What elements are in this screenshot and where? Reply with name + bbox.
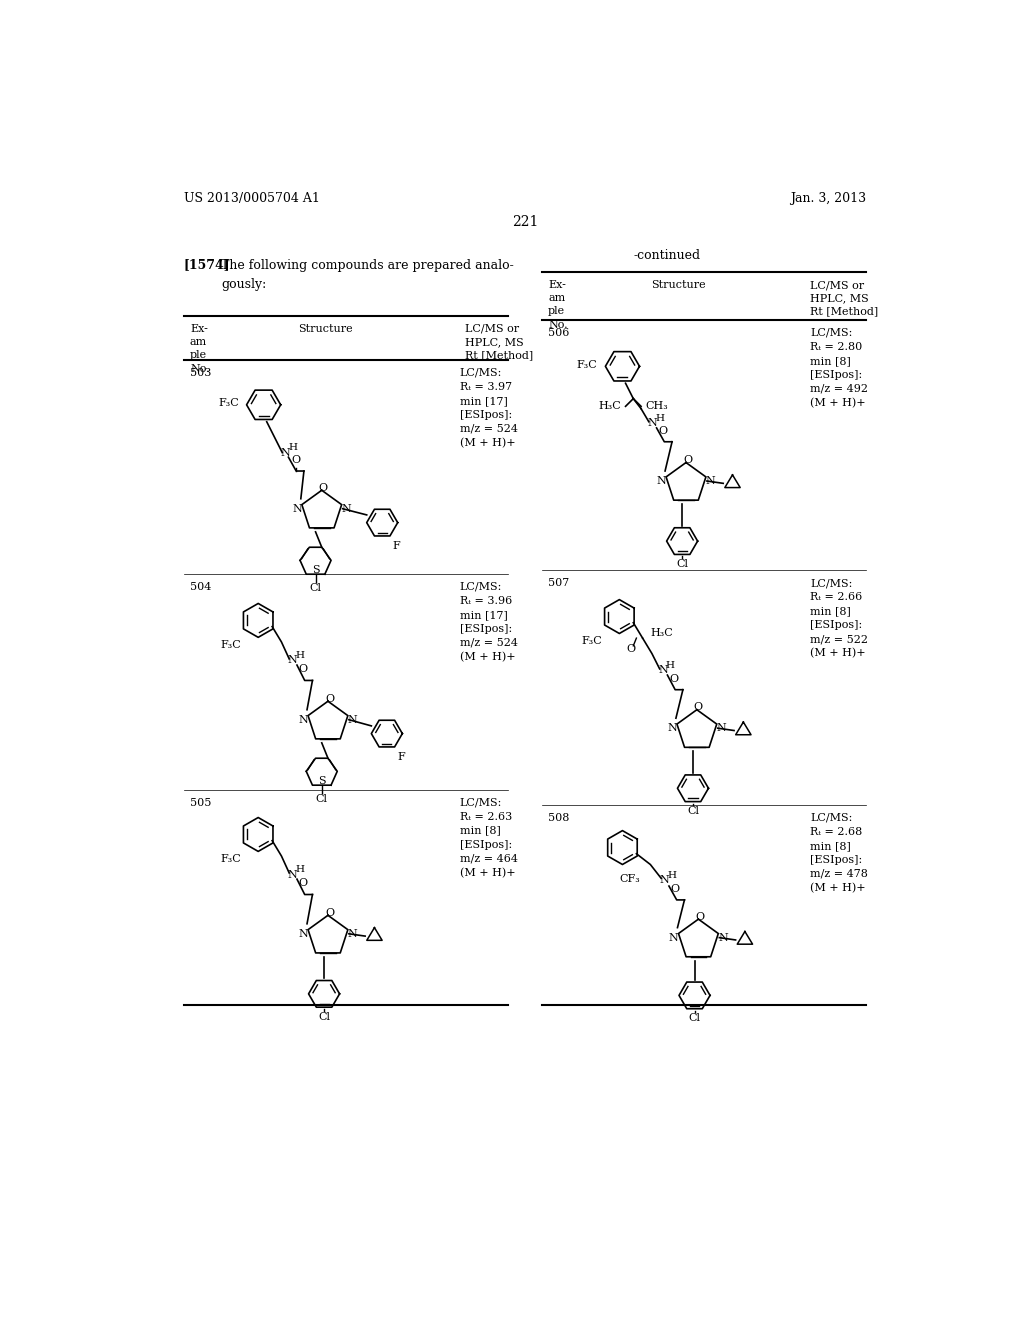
Text: Cl: Cl <box>309 583 322 593</box>
Text: O: O <box>669 673 678 684</box>
Text: LC/MS:
Rₜ = 2.63
min [8]
[ESIpos]:
m/z = 464
(M + H)+: LC/MS: Rₜ = 2.63 min [8] [ESIpos]: m/z =… <box>460 797 518 878</box>
Text: US 2013/0005704 A1: US 2013/0005704 A1 <box>183 191 319 205</box>
Text: -continued: -continued <box>633 249 700 263</box>
Text: F₃C: F₃C <box>220 640 241 649</box>
Text: S: S <box>317 776 326 785</box>
Text: 503: 503 <box>190 368 211 378</box>
Text: F: F <box>392 541 400 550</box>
Text: N: N <box>706 477 716 486</box>
Text: N: N <box>288 656 297 665</box>
Text: S: S <box>311 565 319 574</box>
Text: CF₃: CF₃ <box>620 875 641 884</box>
Text: Structure: Structure <box>651 280 706 290</box>
Text: N: N <box>292 504 302 513</box>
Text: N: N <box>718 933 728 942</box>
Text: H: H <box>289 444 297 453</box>
Text: H₃C: H₃C <box>598 401 621 412</box>
Text: LC/MS:
Rₜ = 2.68
min [8]
[ESIpos]:
m/z = 478
(M + H)+: LC/MS: Rₜ = 2.68 min [8] [ESIpos]: m/z =… <box>810 813 868 894</box>
Text: O: O <box>694 702 702 713</box>
Text: Cl: Cl <box>318 1012 330 1022</box>
Text: O: O <box>683 455 692 465</box>
Text: N: N <box>281 447 291 458</box>
Text: Cl: Cl <box>687 807 699 816</box>
Text: O: O <box>627 644 636 653</box>
Text: Cl: Cl <box>688 1014 700 1023</box>
Text: [1574]: [1574] <box>183 259 230 272</box>
Text: 506: 506 <box>548 327 569 338</box>
Text: LC/MS or
HPLC, MS
Rt [Method]: LC/MS or HPLC, MS Rt [Method] <box>465 323 534 360</box>
Text: N: N <box>647 418 657 428</box>
Text: O: O <box>695 912 705 921</box>
Text: 221: 221 <box>512 215 538 228</box>
Text: O: O <box>299 664 308 675</box>
Text: N: N <box>298 714 308 725</box>
Text: 507: 507 <box>548 578 569 587</box>
Text: LC/MS or
HPLC, MS
Rt [Method]: LC/MS or HPLC, MS Rt [Method] <box>810 280 879 317</box>
Text: N: N <box>348 714 357 725</box>
Text: H₃C: H₃C <box>650 628 673 639</box>
Text: H: H <box>655 414 664 424</box>
Text: LC/MS:
Rₜ = 3.96
min [17]
[ESIpos]:
m/z = 524
(M + H)+: LC/MS: Rₜ = 3.96 min [17] [ESIpos]: m/z … <box>460 582 518 663</box>
Text: O: O <box>299 878 308 888</box>
Text: N: N <box>659 875 670 884</box>
Text: H: H <box>668 871 677 879</box>
Text: F₃C: F₃C <box>582 636 602 647</box>
Text: N: N <box>288 870 297 879</box>
Text: N: N <box>656 477 666 486</box>
Text: LC/MS:
Rₜ = 2.66
min [8]
[ESIpos]:
m/z = 522
(M + H)+: LC/MS: Rₜ = 2.66 min [8] [ESIpos]: m/z =… <box>810 578 868 659</box>
Text: CH₃: CH₃ <box>646 401 669 412</box>
Text: F₃C: F₃C <box>577 360 598 370</box>
Text: N: N <box>669 933 679 942</box>
Text: Ex-
am
ple
No.: Ex- am ple No. <box>190 323 210 374</box>
Text: LC/MS:
Rₜ = 2.80
min [8]
[ESIpos]:
m/z = 492
(M + H)+: LC/MS: Rₜ = 2.80 min [8] [ESIpos]: m/z =… <box>810 327 868 408</box>
Text: Ex-
am
ple
No.: Ex- am ple No. <box>548 280 567 330</box>
Text: H: H <box>666 661 675 671</box>
Text: The following compounds are prepared analo-
gously:: The following compounds are prepared ana… <box>221 259 514 290</box>
Text: F₃C: F₃C <box>218 399 239 408</box>
Text: N: N <box>717 723 726 733</box>
Text: 504: 504 <box>190 582 211 591</box>
Text: F₃C: F₃C <box>220 854 241 865</box>
Text: Jan. 3, 2013: Jan. 3, 2013 <box>790 191 866 205</box>
Text: O: O <box>292 455 301 465</box>
Text: Structure: Structure <box>298 323 353 334</box>
Text: O: O <box>325 908 334 917</box>
Text: N: N <box>298 929 308 939</box>
Text: F: F <box>397 751 404 762</box>
Text: 505: 505 <box>190 797 211 808</box>
Text: N: N <box>348 929 357 939</box>
Text: Cl: Cl <box>315 795 328 804</box>
Text: 508: 508 <box>548 813 569 822</box>
Text: H: H <box>295 651 304 660</box>
Text: O: O <box>318 483 328 492</box>
Text: Cl: Cl <box>676 560 688 569</box>
Text: H: H <box>295 866 304 874</box>
Text: N: N <box>342 504 351 513</box>
Text: O: O <box>671 884 680 894</box>
Text: O: O <box>658 425 668 436</box>
Text: N: N <box>658 665 668 676</box>
Text: LC/MS:
Rₜ = 3.97
min [17]
[ESIpos]:
m/z = 524
(M + H)+: LC/MS: Rₜ = 3.97 min [17] [ESIpos]: m/z … <box>460 368 518 449</box>
Text: O: O <box>325 694 334 704</box>
Text: N: N <box>668 723 677 733</box>
